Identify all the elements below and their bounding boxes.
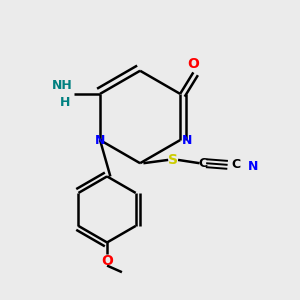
Text: N: N [248, 160, 258, 173]
Text: N: N [95, 134, 105, 147]
Text: S: S [168, 153, 178, 167]
Text: H: H [60, 96, 70, 109]
Text: C: C [231, 158, 240, 171]
Text: O: O [101, 254, 113, 268]
Text: O: O [188, 57, 199, 71]
Text: NH: NH [52, 79, 72, 92]
Text: N: N [182, 134, 192, 147]
Text: C: C [198, 157, 207, 170]
